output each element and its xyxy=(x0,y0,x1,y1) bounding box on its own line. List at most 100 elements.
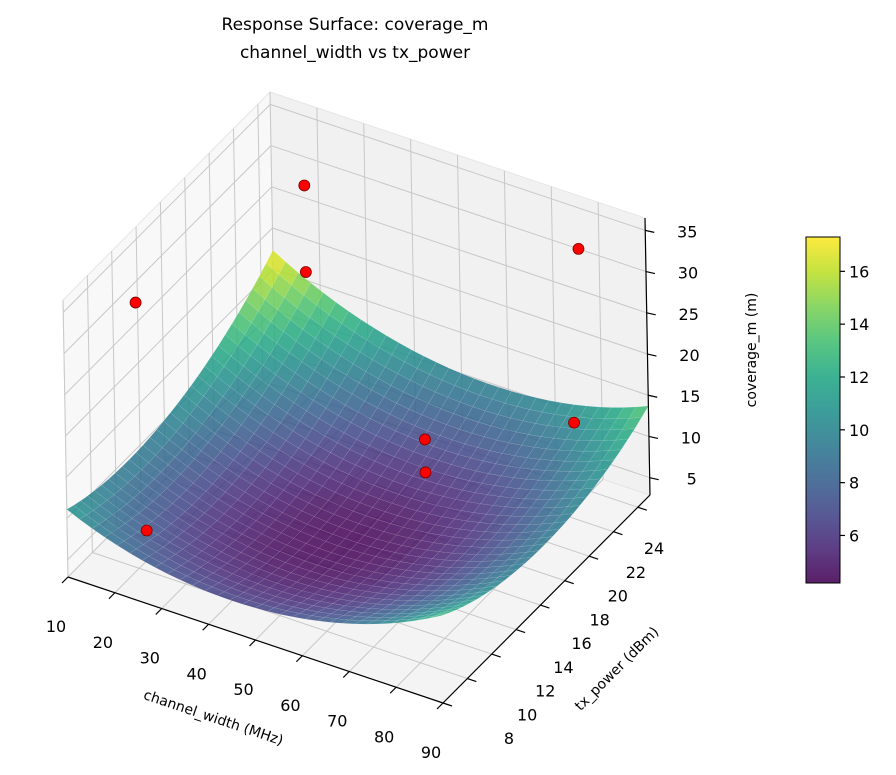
y-tick xyxy=(588,555,599,560)
surface-facet xyxy=(553,513,574,524)
scatter-point xyxy=(298,179,311,192)
surface-facet xyxy=(490,575,512,583)
z-tick-label: 30 xyxy=(678,264,698,283)
gridline xyxy=(65,268,274,478)
x-tick xyxy=(61,576,69,584)
z-axis-label: coverage_m (m) xyxy=(744,293,760,408)
x-tick xyxy=(342,671,350,678)
surface-facet xyxy=(580,478,601,490)
x-tick xyxy=(108,592,116,600)
y-tick xyxy=(442,702,453,707)
colorbar-tick-label: 10 xyxy=(849,421,869,440)
y-tick xyxy=(564,580,574,585)
scatter-point xyxy=(568,416,580,429)
surface-facet xyxy=(587,469,608,481)
colorbar-tick-label: 12 xyxy=(849,368,869,387)
colorbar-frame xyxy=(805,236,841,584)
colorbar-tick-label: 16 xyxy=(849,262,869,281)
x-tick-label: 50 xyxy=(233,680,253,699)
x-tick-label: 40 xyxy=(186,664,206,683)
y-tick xyxy=(515,629,526,634)
scatter-point xyxy=(572,243,585,255)
chart-title-line-1: Response Surface: coverage_m xyxy=(222,15,489,35)
x-tick xyxy=(202,623,210,631)
z-tick-label: 5 xyxy=(687,470,697,489)
surface-facet xyxy=(594,459,615,471)
x-tick-label: 60 xyxy=(280,696,300,715)
z-tick xyxy=(648,435,659,440)
colorbar-tick-label: 6 xyxy=(849,526,859,545)
y-tick xyxy=(467,677,477,683)
z-tick xyxy=(647,353,657,357)
surface-facet xyxy=(504,563,526,572)
y-tick-label: 10 xyxy=(517,705,537,724)
surface-facet xyxy=(621,417,642,430)
gridline xyxy=(64,186,273,396)
x-tick xyxy=(249,639,256,647)
gridline xyxy=(62,299,69,578)
scatter-point xyxy=(419,433,431,446)
z-axis-line xyxy=(644,217,651,496)
surface-facet xyxy=(449,603,470,610)
gridline xyxy=(270,103,646,231)
z-tick xyxy=(646,312,656,316)
scatter-point xyxy=(140,524,153,537)
x-tick xyxy=(155,608,163,615)
z-tick xyxy=(649,477,659,481)
axes: 1020304050607080908101214161820222451015… xyxy=(46,217,701,762)
y-tick-label: 22 xyxy=(626,563,646,582)
surface-facet xyxy=(428,612,449,619)
y-tick-label: 18 xyxy=(589,610,609,629)
gridline xyxy=(272,227,648,355)
x-tick-label: 70 xyxy=(327,712,347,731)
y-axis-line xyxy=(442,494,651,704)
y-tick xyxy=(491,653,501,658)
surface-facet xyxy=(435,610,456,616)
chart-title-line-2: channel_width vs tx_power xyxy=(240,43,470,63)
response-surface xyxy=(66,249,649,625)
y-tick-label: 20 xyxy=(608,587,628,606)
x-axis-label: channel_width (MHz) xyxy=(141,687,285,749)
scatter-points xyxy=(129,179,585,537)
surface-facet xyxy=(497,569,519,578)
x-tick-label: 80 xyxy=(374,727,394,746)
z-tick xyxy=(648,394,658,398)
surface-facet xyxy=(525,543,547,553)
z-tick-label: 25 xyxy=(679,305,699,324)
y-tick xyxy=(613,531,623,536)
z-tick-label: 35 xyxy=(677,222,697,241)
z-tick-label: 10 xyxy=(681,428,701,447)
x-tick-label: 20 xyxy=(93,633,113,652)
x-tick-label: 90 xyxy=(421,743,441,762)
y-tick xyxy=(540,604,550,609)
surface-facet xyxy=(573,487,595,499)
y-tick xyxy=(637,506,648,511)
gridline xyxy=(271,186,647,314)
gridline xyxy=(63,145,272,354)
surface-facet xyxy=(539,528,560,539)
gridline xyxy=(92,552,468,680)
x-tick-label: 10 xyxy=(46,617,66,636)
gridline xyxy=(62,104,271,313)
x-tick xyxy=(436,702,444,710)
colorbar: 6 8 10 12 14 16 xyxy=(805,236,869,584)
gridline xyxy=(65,227,273,437)
y-tick-label: 16 xyxy=(571,634,591,653)
x-tick xyxy=(295,655,303,663)
x-tick-label: 30 xyxy=(140,649,160,668)
scatter-point xyxy=(299,266,312,278)
surface-facet xyxy=(518,550,540,560)
x-tick xyxy=(389,686,397,694)
z-tick-label: 15 xyxy=(680,387,700,406)
y-tick-label: 24 xyxy=(644,539,664,558)
y-tick-label: 14 xyxy=(553,658,573,677)
colorbar-tick-label: 8 xyxy=(849,474,859,493)
colorbar-gradient xyxy=(806,237,840,583)
z-tick-label: 20 xyxy=(679,346,699,365)
surface-facet xyxy=(477,585,498,593)
surface-facet xyxy=(484,580,505,588)
z-tick xyxy=(645,271,656,275)
scatter-point xyxy=(419,466,432,479)
gridline xyxy=(273,268,649,396)
